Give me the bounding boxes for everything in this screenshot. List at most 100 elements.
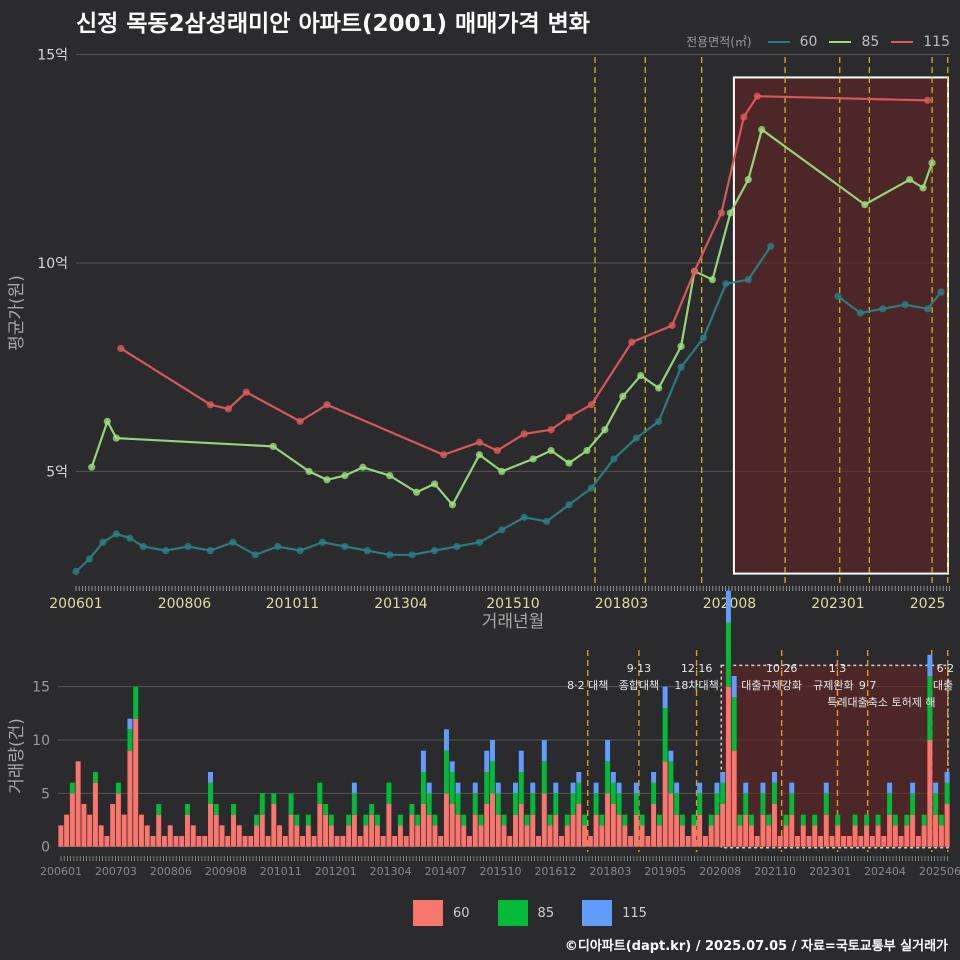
volume-bar-115	[530, 782, 536, 794]
price-y-axis-title: 평균가(원)	[7, 275, 27, 351]
price-point-85	[103, 417, 111, 425]
volume-bar-60	[628, 836, 634, 847]
volume-bar-85	[720, 782, 726, 804]
area-legend-title: 전용면적(㎡)	[686, 35, 752, 49]
price-point-85	[498, 467, 506, 476]
volume-x-tick-label: 201407	[425, 865, 467, 878]
price-point-85	[619, 392, 627, 400]
price-point-115	[242, 388, 250, 396]
volume-bar-60	[789, 814, 795, 847]
volume-bar-85	[679, 814, 685, 826]
volume-bar-60	[208, 804, 213, 847]
volume-bar-85	[472, 793, 478, 815]
volume-bar-85	[576, 782, 582, 804]
volume-bar-60	[570, 814, 576, 847]
volume-bar-60	[466, 836, 472, 847]
volume-bar-60	[242, 836, 248, 847]
price-point-85	[448, 501, 457, 509]
price-point-60	[184, 542, 192, 551]
price-point-115	[117, 344, 125, 353]
volume-bar-85	[789, 793, 795, 815]
volume-bar-60	[317, 804, 323, 847]
volume-bar-85	[823, 793, 829, 815]
volume-bar-85	[346, 814, 352, 826]
volume-bar-60	[311, 836, 317, 847]
volume-bar-115	[472, 782, 478, 794]
volume-bar-115	[887, 782, 893, 794]
volume-bar-60	[605, 793, 611, 847]
volume-bar-115	[743, 782, 749, 794]
volume-bar-60	[225, 836, 231, 847]
volume-y-axis-title: 거래량(건)	[7, 718, 27, 794]
price-x-tick-label: 201304	[374, 596, 428, 612]
volume-bar-60	[340, 836, 346, 847]
volume-bar-115	[495, 782, 501, 794]
volume-bar-85	[714, 793, 720, 815]
volume-bar-60	[334, 836, 340, 847]
volume-bar-60	[737, 825, 743, 847]
volume-bar-115	[616, 782, 622, 794]
volume-bar-60	[328, 825, 334, 847]
price-point-85	[386, 472, 394, 480]
volume-bar-85	[490, 761, 495, 794]
volume-bar-60	[777, 836, 783, 847]
price-point-85	[758, 125, 766, 134]
volume-bar-85	[478, 814, 484, 826]
price-point-115	[668, 321, 676, 330]
volume-bar-85	[553, 793, 559, 815]
price-point-115	[475, 438, 483, 446]
volume-bar-60	[645, 836, 651, 847]
price-point-85	[919, 184, 927, 192]
price-point-115	[493, 446, 501, 455]
price-point-85	[529, 455, 537, 463]
volume-bar-60	[898, 836, 904, 847]
volume-legend-swatch-85	[497, 900, 528, 926]
volume-bar-60	[248, 836, 254, 847]
volume-bar-85	[185, 804, 190, 815]
volume-bar-115	[208, 772, 213, 783]
volume-bar-60	[64, 814, 70, 847]
volume-bar-85	[328, 814, 334, 826]
volume-bar-85	[369, 804, 375, 815]
volume-bar-60	[559, 836, 565, 847]
volume-bar-115	[910, 782, 916, 794]
volume-bar-85	[593, 793, 599, 815]
volume-bar-60	[823, 814, 829, 847]
volume-bar-60	[656, 825, 662, 847]
volume-bar-115	[610, 772, 616, 783]
volume-bar-60	[259, 814, 265, 847]
volume-bar-60	[386, 804, 392, 847]
price-x-axis-title: 거래년월	[482, 612, 545, 632]
price-point-60	[229, 538, 237, 546]
volume-bar-60	[910, 814, 916, 847]
volume-legend-label-115: 115	[622, 905, 647, 921]
volume-y-tick-label: 15	[32, 680, 50, 696]
volume-bar-85	[904, 814, 910, 826]
price-point-60	[453, 542, 461, 551]
volume-policy-annotation: 종합대책	[619, 679, 659, 692]
price-x-tick-label: 201011	[266, 596, 319, 612]
volume-bar-115	[443, 729, 449, 751]
volume-bar-60	[829, 836, 835, 847]
volume-bar-60	[806, 836, 812, 847]
price-point-60	[274, 542, 282, 551]
volume-bar-85	[426, 793, 432, 815]
volume-bar-85	[271, 793, 277, 804]
volume-bar-60	[282, 836, 288, 847]
volume-bar-85	[305, 814, 311, 826]
volume-bar-85	[570, 793, 576, 815]
volume-bar-60	[323, 814, 329, 847]
volume-bar-60	[547, 825, 553, 847]
volume-bar-60	[743, 814, 749, 847]
price-x-tick-label: 201510	[486, 596, 539, 612]
volume-bar-60	[576, 804, 582, 847]
volume-bar-60	[536, 836, 542, 847]
volume-bar-115	[823, 782, 829, 794]
volume-bar-115	[570, 782, 576, 794]
volume-legend-swatch-60	[413, 900, 443, 926]
price-point-85	[583, 446, 591, 455]
volume-bar-60	[691, 825, 697, 847]
volume-x-tick-label: 201011	[260, 865, 302, 878]
volume-bar-60	[173, 836, 179, 847]
volume-bar-115	[541, 740, 547, 762]
